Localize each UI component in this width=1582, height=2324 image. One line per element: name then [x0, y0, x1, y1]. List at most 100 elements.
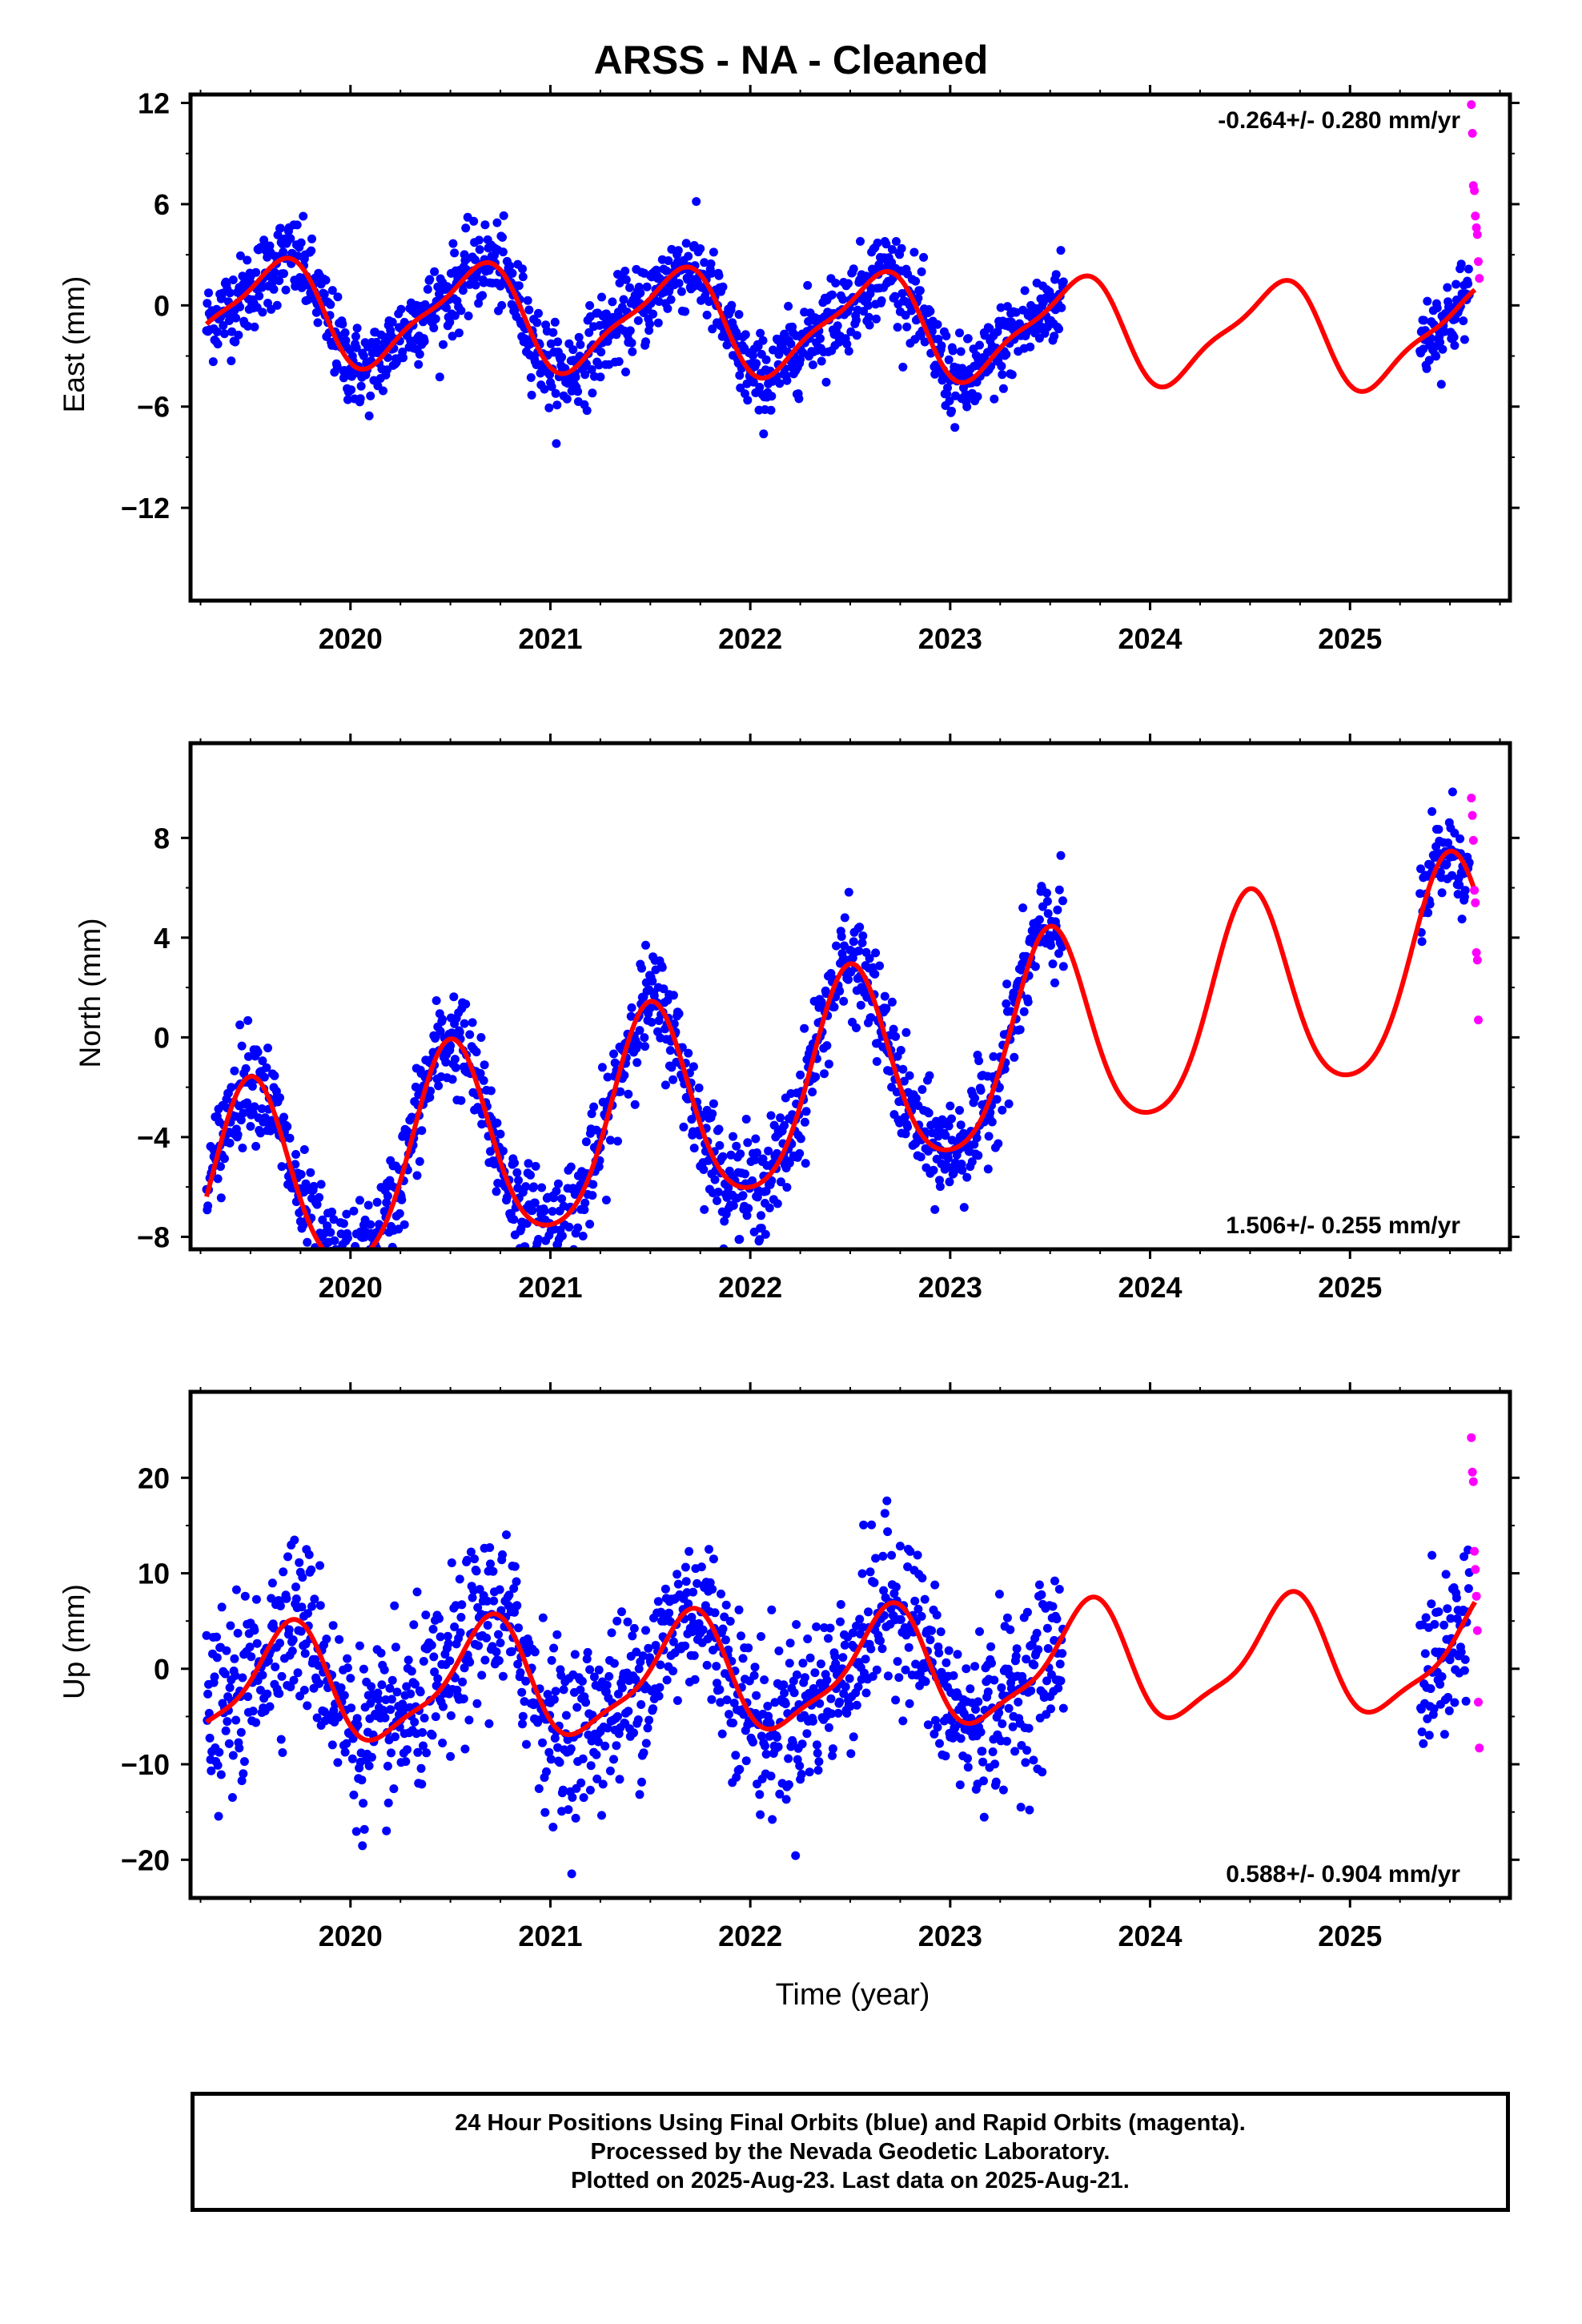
up-final-point: [576, 1685, 585, 1695]
chart-title: ARSS - NA - Cleaned: [593, 38, 989, 82]
up-final-point: [411, 1679, 420, 1689]
east-final-point: [934, 335, 943, 344]
up-final-point: [212, 1653, 222, 1663]
up-final-point: [275, 1601, 285, 1610]
east-final-point: [1419, 316, 1429, 325]
east-rapid-point: [1472, 223, 1481, 232]
east-final-point: [355, 394, 365, 404]
north-final-point: [573, 1223, 583, 1232]
east-rapid-point: [1471, 211, 1480, 221]
east-final-point: [842, 340, 852, 349]
north-final-point: [844, 887, 853, 897]
up-final-point: [530, 1647, 540, 1657]
up-final-point: [812, 1622, 821, 1631]
up-final-point: [1427, 1599, 1436, 1609]
up-final-point: [765, 1719, 775, 1728]
up-final-point: [235, 1743, 244, 1753]
north-final-point: [832, 941, 841, 951]
up-final-point: [822, 1675, 832, 1685]
up-final-point: [304, 1550, 314, 1559]
up-final-point: [520, 1697, 529, 1707]
up-rapid-point: [1467, 1433, 1476, 1442]
up-final-point: [927, 1626, 936, 1635]
up-final-point: [1439, 1730, 1449, 1739]
east-final-point: [415, 349, 424, 359]
east-final-point: [580, 370, 590, 380]
up-final-point: [732, 1772, 741, 1782]
up-final-point: [379, 1706, 388, 1715]
up-final-point: [230, 1654, 239, 1663]
north-final-point: [930, 1204, 940, 1214]
east-final-point: [1051, 270, 1061, 279]
up-final-point: [403, 1745, 412, 1755]
north-final-point: [955, 1106, 964, 1115]
north-final-point: [562, 1252, 571, 1261]
east-final-point: [962, 402, 972, 412]
up-final-point: [656, 1660, 665, 1670]
east-final-point: [902, 322, 912, 332]
up-final-point: [866, 1644, 876, 1654]
east-final-point: [227, 327, 237, 336]
east-final-point: [942, 332, 951, 340]
north-final-point: [1456, 834, 1465, 843]
up-final-point: [586, 1761, 596, 1771]
north-final-point: [1457, 915, 1467, 924]
up-final-point: [1430, 1619, 1439, 1629]
up-final-point: [891, 1582, 901, 1592]
east-final-point: [333, 292, 343, 302]
north-final-point: [795, 1148, 805, 1158]
up-final-point: [391, 1642, 400, 1652]
east-final-point: [980, 331, 990, 340]
east-final-point: [666, 295, 676, 304]
up-final-point: [383, 1798, 393, 1807]
east-final-point: [292, 220, 302, 230]
east-final-point: [234, 330, 243, 340]
up-final-point: [1058, 1649, 1067, 1659]
up-final-point: [752, 1691, 761, 1700]
north-final-point: [1019, 1007, 1029, 1016]
up-final-point: [930, 1580, 940, 1590]
up-final-point: [1004, 1703, 1014, 1713]
east-final-point: [1436, 380, 1446, 389]
north-final-point: [689, 1062, 698, 1072]
north-final-point: [285, 1133, 295, 1143]
north-final-point: [258, 1056, 267, 1066]
north-final-point: [291, 1150, 300, 1159]
north-final-point: [635, 1026, 644, 1035]
east-final-point: [379, 386, 387, 396]
east-final-point: [508, 268, 517, 278]
east-final-point: [641, 337, 650, 347]
east-final-point: [275, 276, 284, 285]
up-final-point: [470, 1554, 480, 1564]
east-final-point: [557, 352, 567, 362]
up-final-point: [963, 1763, 973, 1772]
north-final-point: [713, 1196, 721, 1205]
up-final-point: [712, 1662, 721, 1671]
up-final-point: [978, 1757, 988, 1767]
east-final-point: [917, 267, 926, 276]
east-final-point: [431, 314, 440, 324]
up-final-point: [612, 1741, 621, 1751]
up-final-point: [335, 1634, 344, 1644]
up-final-point: [445, 1656, 455, 1666]
east-final-point: [573, 387, 583, 396]
up-final-point: [868, 1671, 877, 1681]
up-final-point: [271, 1663, 280, 1671]
north-final-point: [811, 1072, 821, 1082]
north-final-point: [296, 1170, 306, 1179]
north-final-point: [279, 1112, 288, 1122]
up-final-point: [239, 1757, 249, 1767]
up-final-point: [792, 1670, 801, 1679]
east-final-point: [203, 299, 212, 308]
up-final-point: [802, 1729, 812, 1739]
up-final-point: [636, 1700, 646, 1709]
up-final-point: [1421, 1613, 1431, 1622]
up-final-point: [681, 1641, 690, 1651]
north-final-point: [374, 1256, 383, 1265]
east-final-point: [327, 286, 337, 296]
up-final-point: [1048, 1602, 1058, 1611]
east-final-point: [755, 383, 765, 392]
north-final-point: [824, 1059, 833, 1069]
up-final-point: [504, 1590, 514, 1600]
east-final-point: [975, 340, 984, 350]
